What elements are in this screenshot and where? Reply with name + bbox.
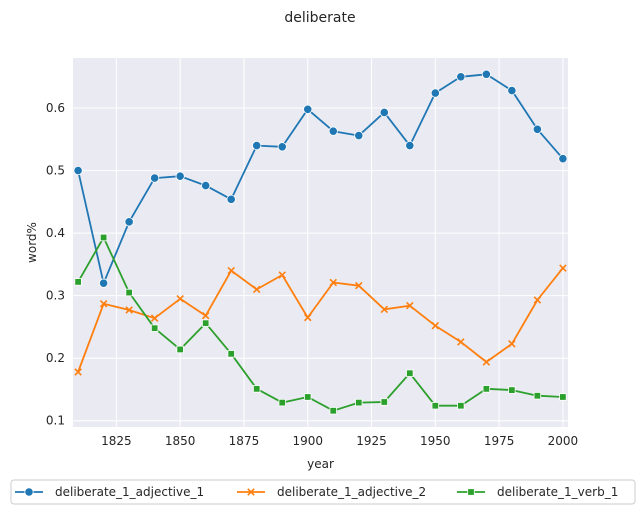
data-point <box>405 140 415 151</box>
y-tick-label: 0.4 <box>46 226 65 240</box>
data-point <box>380 398 388 406</box>
series-deliberate_1_adjective_1 <box>73 69 568 288</box>
y-tick-label: 0.5 <box>46 164 65 178</box>
y-tick-label: 0.3 <box>46 289 65 303</box>
data-point <box>150 324 159 332</box>
data-point <box>355 398 363 407</box>
data-point <box>201 319 210 327</box>
data-point <box>380 305 389 314</box>
chart-title: deliberate <box>284 10 355 26</box>
legend-entry: deliberate_1_adjective_1 <box>15 485 204 499</box>
legend: deliberate_1_adjective_1 deliberate_1_adj… <box>10 479 636 505</box>
series-line <box>77 267 564 373</box>
data-point <box>559 264 567 272</box>
legend-entry: deliberate_1_adjective_2 <box>237 485 426 499</box>
grid-lines <box>73 58 568 427</box>
data-point <box>533 296 542 304</box>
data-point <box>481 69 491 79</box>
y-axis-label: word% <box>25 222 39 263</box>
data-point <box>74 368 82 376</box>
x-tick-label: 1850 <box>165 434 196 448</box>
data-point <box>379 107 389 118</box>
legend-label: deliberate_1_verb_1 <box>497 485 618 499</box>
data-point <box>175 171 185 181</box>
data-point <box>508 340 516 348</box>
data-point <box>558 154 568 164</box>
data-point <box>278 398 286 407</box>
data-point <box>507 85 517 96</box>
data-point <box>431 321 440 330</box>
data-point <box>482 385 491 393</box>
data-point <box>430 88 440 98</box>
x-tick-label: 1950 <box>420 434 451 448</box>
data-point <box>328 126 338 136</box>
legend-label: deliberate_1_adjective_1 <box>55 485 204 499</box>
data-point <box>227 266 235 275</box>
data-point <box>227 350 235 358</box>
data-point <box>533 392 542 400</box>
data-point <box>150 173 160 183</box>
data-point <box>457 338 465 346</box>
data-point <box>150 314 159 322</box>
legend-box <box>10 479 636 505</box>
y-axis-ticks: 0.1 0.2 0.3 0.4 0.5 0.6 <box>46 101 65 428</box>
x-tick-label: 2000 <box>548 434 579 448</box>
data-point <box>252 140 262 151</box>
data-point <box>99 278 109 288</box>
data-point <box>303 313 312 322</box>
data-point <box>355 281 363 290</box>
data-point <box>125 288 133 297</box>
data-point <box>24 487 34 497</box>
data-point <box>354 130 364 141</box>
x-tick-label: 1825 <box>101 434 132 448</box>
data-point <box>329 407 337 415</box>
data-point <box>99 233 108 242</box>
x-tick-label: 1975 <box>484 434 515 448</box>
data-point <box>508 386 516 394</box>
data-point <box>406 369 414 377</box>
data-point <box>176 345 184 354</box>
data-point <box>124 217 134 227</box>
data-point <box>253 385 261 393</box>
data-point <box>406 301 414 310</box>
series-deliberate_1_verb_1 <box>74 233 567 415</box>
data-point <box>99 300 108 308</box>
data-point <box>559 393 567 401</box>
x-axis-label: year <box>307 457 334 471</box>
legend-entry: deliberate_1_verb_1 <box>457 485 618 499</box>
plot-area <box>73 58 568 427</box>
y-tick-label: 0.6 <box>46 101 65 115</box>
data-point <box>74 278 82 286</box>
x-tick-label: 1925 <box>356 434 387 448</box>
legend-label: deliberate_1_adjective_2 <box>277 485 426 499</box>
y-tick-label: 0.2 <box>46 351 65 365</box>
data-point <box>125 306 133 314</box>
data-point <box>247 488 255 496</box>
data-point <box>431 402 440 410</box>
y-tick-label: 0.1 <box>46 414 65 428</box>
data-point <box>252 285 261 294</box>
data-point <box>457 402 465 410</box>
data-point <box>456 72 466 82</box>
x-tick-label: 1900 <box>292 434 323 448</box>
data-point <box>467 488 475 496</box>
data-point <box>532 124 542 134</box>
data-point <box>201 180 211 191</box>
data-point <box>73 165 83 176</box>
x-tick-label: 1875 <box>229 434 260 448</box>
data-point <box>482 358 491 366</box>
data-point <box>303 104 313 114</box>
data-point <box>277 142 287 152</box>
data-point <box>278 271 286 279</box>
data-point <box>329 278 338 287</box>
series-line <box>77 236 563 412</box>
data-point <box>201 311 210 320</box>
data-point <box>304 393 312 401</box>
x-axis-ticks: 1825 1850 1875 1900 1925 1950 1975 2000 <box>101 434 578 448</box>
series-deliberate_1_adjective_2 <box>74 264 567 376</box>
series-group <box>73 69 568 415</box>
data-point <box>176 295 184 303</box>
data-point <box>226 194 236 204</box>
